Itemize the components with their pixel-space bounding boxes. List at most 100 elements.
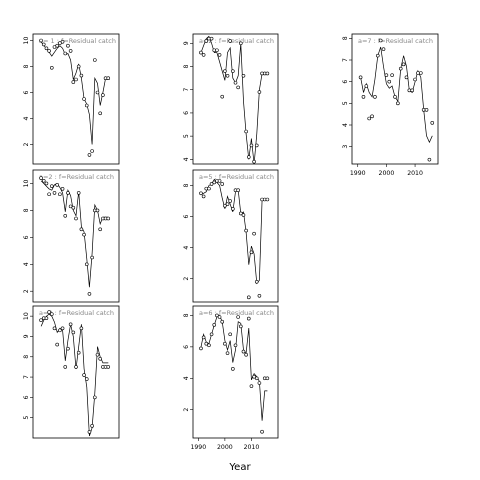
observed-point xyxy=(106,216,111,221)
y-tick-label: 2 xyxy=(183,277,190,281)
observed-point xyxy=(249,384,254,388)
y-tick-label: 6 xyxy=(23,395,30,399)
y-tick-label: 4 xyxy=(183,376,190,380)
panel-a6: a=6 : f=Residual catch 2 4 6 8 1990 2000 2010 xyxy=(183,305,279,451)
observed-point xyxy=(265,71,270,76)
observed-point xyxy=(364,84,369,88)
observed-point xyxy=(84,103,89,108)
y-tick-label: 5 xyxy=(342,101,349,105)
observed-point xyxy=(257,381,262,385)
panel-a9: a=9 : f=Residual catch 5 6 7 8 9 10 xyxy=(23,305,120,439)
y-tick-label: 8 xyxy=(183,64,190,68)
x-tick-label: 1990 xyxy=(350,170,366,177)
observed-point xyxy=(79,326,84,331)
observed-point xyxy=(58,328,62,333)
observed-point xyxy=(241,213,246,217)
observed-point xyxy=(44,181,49,186)
observed-point xyxy=(201,335,206,340)
observed-point xyxy=(396,101,400,106)
y-tick-label: 6 xyxy=(183,345,190,349)
observed-point xyxy=(76,350,81,355)
y-tick-label: 8 xyxy=(183,183,190,187)
observed-point xyxy=(246,295,251,300)
observed-point xyxy=(44,316,49,320)
panel-frame xyxy=(192,169,279,303)
observed-point xyxy=(55,43,59,48)
observed-point xyxy=(424,108,429,112)
observed-point xyxy=(201,53,206,57)
panel-label: a=9 : f=Residual catch xyxy=(39,309,114,317)
y-tick-label: 10 xyxy=(23,312,30,320)
observed-point xyxy=(87,430,92,434)
observed-point xyxy=(217,53,222,57)
panel-frame xyxy=(351,33,439,165)
panel-frame xyxy=(32,33,120,165)
observed-point xyxy=(82,232,86,237)
y-tick-label: 10 xyxy=(23,37,30,45)
observed-point xyxy=(95,90,100,95)
observed-point xyxy=(66,191,70,195)
y-tick-label: 6 xyxy=(342,80,349,84)
observed-point xyxy=(228,332,232,337)
observed-point xyxy=(60,187,65,191)
observed-point xyxy=(82,97,86,101)
observed-point xyxy=(74,216,78,221)
y-tick-label: 5 xyxy=(23,416,30,420)
observed-point xyxy=(106,76,111,80)
observed-point xyxy=(236,315,240,319)
observed-point xyxy=(71,80,76,84)
observed-point xyxy=(79,73,84,78)
observed-point xyxy=(393,95,397,99)
observed-point xyxy=(416,71,420,75)
observed-point xyxy=(231,367,235,371)
y-tick-label: 5 xyxy=(183,134,190,138)
observed-point xyxy=(47,49,51,53)
y-tick-label: 2 xyxy=(23,289,30,293)
observed-point xyxy=(209,332,214,337)
observed-point xyxy=(404,75,409,80)
observed-point xyxy=(387,79,392,84)
x-tick-label: 2000 xyxy=(379,170,395,177)
observed-point xyxy=(239,211,243,216)
observed-point xyxy=(217,315,222,319)
observed-point xyxy=(60,326,65,331)
fitted-series-line xyxy=(360,46,433,144)
observed-point xyxy=(241,349,246,354)
y-tick-label: 6 xyxy=(23,90,30,94)
observed-point xyxy=(358,75,363,80)
observed-point xyxy=(231,69,235,73)
observed-point xyxy=(257,293,262,298)
observed-point xyxy=(95,352,100,357)
panel-label: a= 1 : f=Residual catch xyxy=(39,37,116,45)
observed-point xyxy=(223,203,227,208)
observed-point xyxy=(71,205,76,210)
observed-point xyxy=(220,319,225,324)
y-tick-label: 6 xyxy=(183,215,190,219)
observed-point xyxy=(252,231,256,236)
observed-point xyxy=(249,143,254,148)
panel-a7: a=7 : f=Residual catch 3 4 5 6 7 8 1990 2000 2010 xyxy=(342,33,439,177)
observed-point xyxy=(39,318,43,323)
observed-point xyxy=(239,41,243,46)
y-tick-label: 9 xyxy=(23,334,30,338)
fitted-series-line xyxy=(200,35,268,165)
observed-point xyxy=(257,90,262,94)
panel-a5: a=5 : f=Residual catch 2 4 6 8 xyxy=(183,169,279,303)
observed-point xyxy=(79,227,84,232)
observed-point xyxy=(93,58,97,62)
x-tick-label: 2000 xyxy=(217,444,233,451)
observed-point xyxy=(39,38,43,43)
observed-point xyxy=(228,199,232,203)
observed-point xyxy=(398,66,403,71)
observed-point xyxy=(84,262,89,267)
observed-point xyxy=(66,43,70,48)
panel-a2-top: a=2 : f=Residual catch 4 5 6 7 8 9 xyxy=(183,33,279,165)
observed-point xyxy=(87,153,92,157)
fitted-series-line xyxy=(40,180,109,288)
observed-point xyxy=(74,77,78,82)
observed-point xyxy=(421,108,426,112)
y-tick-label: 8 xyxy=(23,64,30,68)
panel-frame xyxy=(32,305,120,439)
observed-point xyxy=(254,376,259,381)
observed-point xyxy=(209,182,214,186)
